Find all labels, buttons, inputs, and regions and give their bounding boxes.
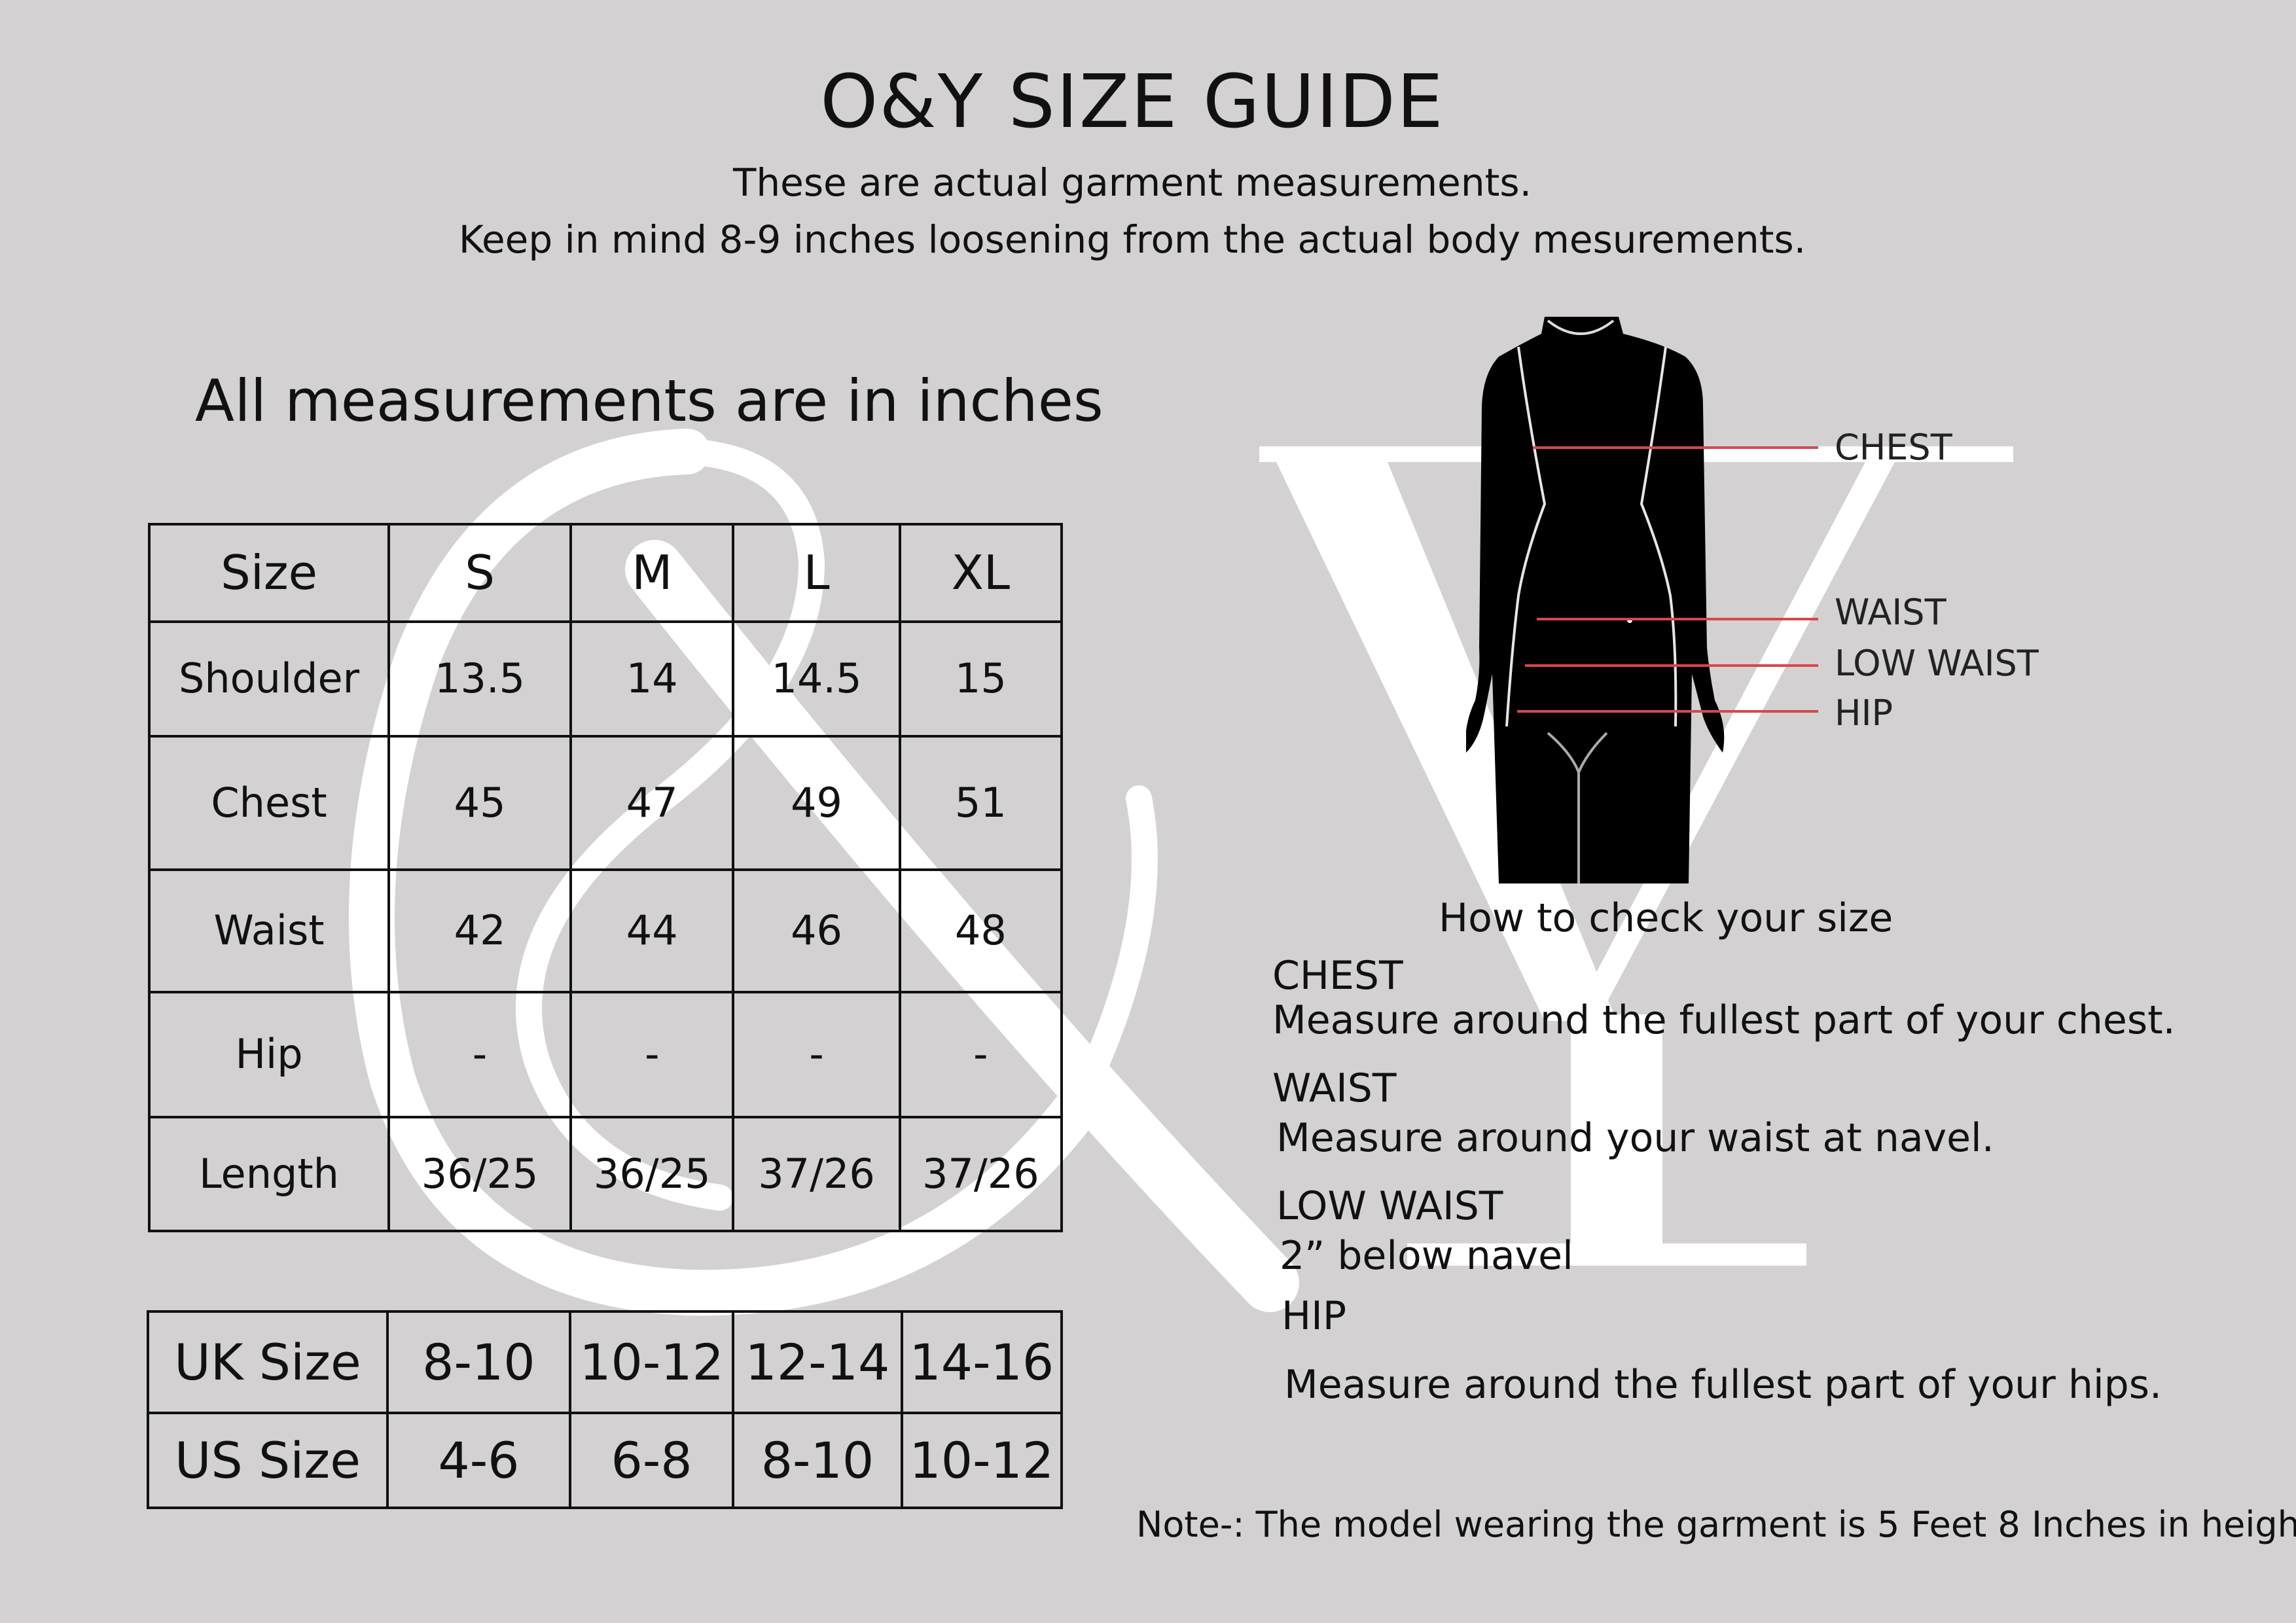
cell: 37/26 xyxy=(898,1116,1064,1232)
row-label: Waist xyxy=(147,868,391,993)
cell: 48 xyxy=(898,868,1064,993)
cell: 37/26 xyxy=(732,1116,901,1232)
silhouette-shape xyxy=(1466,317,1725,883)
cell: 15 xyxy=(898,620,1064,738)
cell: - xyxy=(732,991,901,1118)
table-row: UK Size 8-10 10-12 12-14 14-16 xyxy=(147,1310,1064,1414)
header-cell: L xyxy=(732,523,901,623)
cell: - xyxy=(569,991,735,1118)
cell: 14.5 xyxy=(732,620,901,738)
header-cell: Size xyxy=(147,523,391,623)
subtitle-line-2: Keep in mind 8-9 inches loosening from t… xyxy=(458,217,1806,262)
waist-line xyxy=(1537,618,1818,620)
table-header-row: Size S M L XL xyxy=(147,523,1064,623)
cell: 14 xyxy=(569,620,735,738)
cell: 36/25 xyxy=(387,1116,573,1232)
row-label: US Size xyxy=(147,1412,389,1509)
figure-label-chest: CHEST xyxy=(1835,427,1952,468)
cell: 12-14 xyxy=(732,1310,903,1414)
units-note: All measurements are in inches xyxy=(195,367,1103,435)
row-label: UK Size xyxy=(147,1310,389,1414)
cell: 46 xyxy=(732,868,901,993)
cell: 4-6 xyxy=(386,1412,571,1509)
row-label: Length xyxy=(147,1116,391,1232)
cell: 45 xyxy=(387,735,573,871)
subtitle-line-1: These are actual garment measurements. xyxy=(732,160,1532,205)
howto-waist-name: WAIST xyxy=(1272,1065,1397,1111)
cell: 13.5 xyxy=(387,620,573,738)
cell: - xyxy=(898,991,1064,1118)
howto-hip-name: HIP xyxy=(1282,1293,1346,1339)
howto-waist-desc: Measure around your waist at navel. xyxy=(1276,1115,1994,1161)
row-label: Shoulder xyxy=(147,620,391,738)
measurements-table: Size S M L XL Shoulder 13.5 14 14.5 15 C… xyxy=(147,523,1064,1232)
table-row: Hip - - - - xyxy=(147,991,1064,1118)
figure-label-hip: HIP xyxy=(1835,692,1893,734)
cell: 47 xyxy=(569,735,735,871)
figure-label-waist: WAIST xyxy=(1835,592,1946,633)
figure-label-low-waist: LOW WAIST xyxy=(1835,643,2039,684)
model-height-note: Note-: The model wearing the garment is … xyxy=(1136,1504,2296,1545)
size-conversion-table: UK Size 8-10 10-12 12-14 14-16 US Size 4… xyxy=(147,1310,1064,1509)
neckline xyxy=(1547,319,1615,335)
howto-low-waist-desc: 2” below navel xyxy=(1280,1233,1573,1279)
table-row: Length 36/25 36/25 37/26 37/26 xyxy=(147,1116,1064,1232)
header-cell: S xyxy=(387,523,573,623)
table-row: Chest 45 47 49 51 xyxy=(147,735,1064,871)
howto-chest-name: CHEST xyxy=(1272,953,1403,999)
cell: - xyxy=(387,991,573,1118)
row-label: Hip xyxy=(147,991,391,1118)
cell: 44 xyxy=(569,868,735,993)
cell: 42 xyxy=(387,868,573,993)
howto-low-waist-name: LOW WAIST xyxy=(1276,1183,1503,1229)
low-waist-line xyxy=(1525,664,1818,667)
cell: 10-12 xyxy=(568,1310,735,1414)
howto-title: How to check your size xyxy=(1439,895,1893,941)
cell: 51 xyxy=(898,735,1064,871)
cell: 36/25 xyxy=(569,1116,735,1232)
howto-chest-desc: Measure around the fullest part of your … xyxy=(1272,997,2176,1043)
cell: 6-8 xyxy=(568,1412,735,1509)
chest-line xyxy=(1533,446,1818,449)
cell: 10-12 xyxy=(900,1412,1064,1509)
howto-hip-desc: Measure around the fullest part of your … xyxy=(1284,1362,2162,1408)
crotch-line xyxy=(1547,732,1608,883)
page-title: O&Y SIZE GUIDE xyxy=(820,60,1444,145)
header-cell: XL xyxy=(898,523,1064,623)
row-label: Chest xyxy=(147,735,391,871)
table-row: Waist 42 44 46 48 xyxy=(147,868,1064,993)
cell: 8-10 xyxy=(732,1412,903,1509)
table-row: US Size 4-6 6-8 8-10 10-12 xyxy=(147,1412,1064,1509)
cell: 14-16 xyxy=(900,1310,1064,1414)
table-row: Shoulder 13.5 14 14.5 15 xyxy=(147,620,1064,738)
body-silhouette-figure xyxy=(1466,317,1725,883)
header-cell: M xyxy=(569,523,735,623)
cell: 49 xyxy=(732,735,901,871)
hip-line xyxy=(1517,710,1818,713)
cell: 8-10 xyxy=(386,1310,571,1414)
silhouette-outline xyxy=(1505,346,1677,727)
